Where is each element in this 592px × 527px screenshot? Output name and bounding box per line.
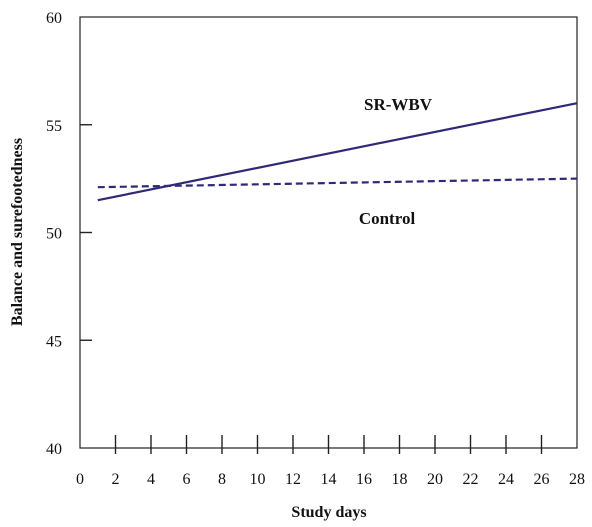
x-tick-label: 28 (569, 471, 585, 488)
series-lines (97, 102, 578, 202)
y-axis-ticks: 40 45 50 55 60 (46, 10, 92, 458)
x-tick-label: 0 (76, 471, 84, 488)
plot-area-border (79, 16, 578, 449)
x-tick-label: 18 (392, 471, 408, 488)
x-tick-label: 4 (147, 471, 155, 488)
x-tick-label: 12 (285, 471, 301, 488)
x-tick-label: 22 (463, 471, 479, 488)
y-tick-label: 55 (46, 118, 62, 135)
series-line-control (97, 177, 578, 189)
series-label-control: Control (359, 209, 416, 228)
x-axis-ticks: 0 2 4 6 8 10 12 14 16 18 20 22 24 26 28 (76, 435, 585, 488)
plot-frame (79, 16, 578, 449)
series-line-sr-wbv (97, 102, 578, 202)
y-tick-label: 45 (46, 333, 62, 350)
x-tick-label: 14 (321, 471, 337, 488)
x-tick-label: 16 (356, 471, 372, 488)
x-tick-label: 24 (498, 471, 514, 488)
x-tick-label: 10 (250, 471, 266, 488)
y-tick-label: 50 (46, 226, 62, 243)
y-tick-label: 60 (46, 10, 62, 27)
y-axis-title: Balance and surefootedness (9, 138, 26, 326)
y-tick-label: 40 (46, 441, 62, 458)
x-axis-title: Study days (291, 504, 366, 521)
x-tick-label: 26 (534, 471, 550, 488)
x-tick-label: 2 (112, 471, 120, 488)
x-tick-label: 20 (427, 471, 443, 488)
x-tick-label: 8 (218, 471, 226, 488)
x-tick-label: 6 (183, 471, 191, 488)
series-label-sr-wbv: SR-WBV (364, 95, 433, 114)
